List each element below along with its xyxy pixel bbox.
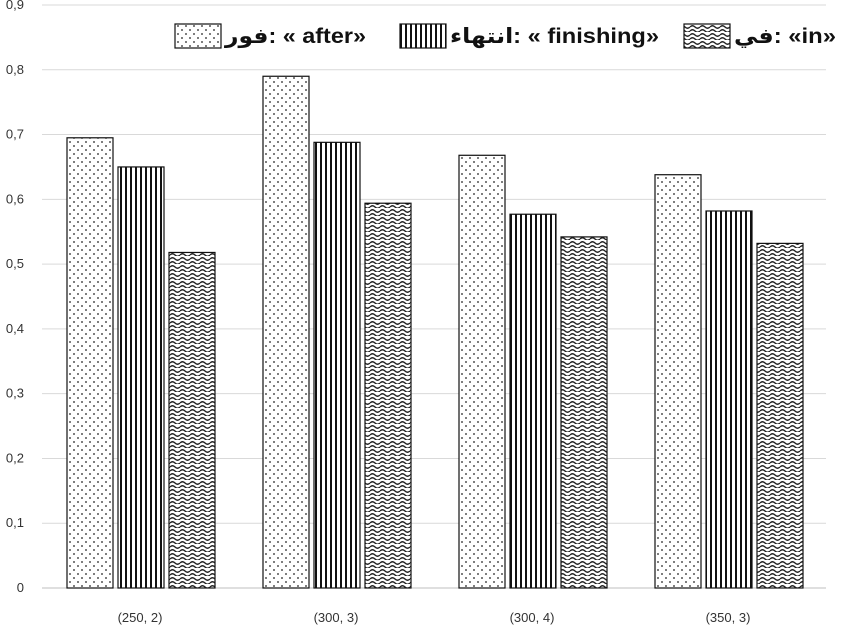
bar-vertical-lines-1 <box>117 166 165 589</box>
y-tick-label: 0,3 <box>6 386 24 401</box>
legend-label: في: «in» <box>734 25 836 48</box>
legend-swatch-dots <box>174 23 222 49</box>
y-tick-label: 0,4 <box>6 321 24 336</box>
y-tick-label: 0,1 <box>6 515 24 530</box>
y-tick-label: 0,5 <box>6 256 24 271</box>
legend-label: فور: « after» <box>224 25 366 48</box>
bar-vertical-lines-3 <box>509 213 557 589</box>
y-tick-label: 0,7 <box>6 127 24 142</box>
legend-swatch-wavy-lines <box>683 23 731 49</box>
bar-vertical-lines-2 <box>313 141 361 589</box>
bar-wavy-lines-1 <box>168 251 216 589</box>
y-tick-label: 0,9 <box>6 0 24 12</box>
bar-dots-3 <box>458 154 506 589</box>
bar-wavy-lines-4 <box>756 242 804 589</box>
x-tick-label: (300, 3) <box>314 610 359 625</box>
legend-swatch-vertical-lines <box>399 23 447 49</box>
bar-wavy-lines-3 <box>560 236 608 589</box>
y-tick-label: 0 <box>17 580 24 595</box>
legend-label: انتهاء: « finishing» <box>450 25 659 48</box>
bar-vertical-lines-4 <box>705 210 753 589</box>
x-tick-label: (300, 4) <box>510 610 555 625</box>
x-tick-label: (350, 3) <box>706 610 751 625</box>
y-tick-label: 0,6 <box>6 191 24 206</box>
bar-dots-1 <box>66 137 114 589</box>
x-tick-label: (250, 2) <box>118 610 163 625</box>
bar-dots-2 <box>262 75 310 589</box>
y-tick-label: 0,2 <box>6 450 24 465</box>
bar-wavy-lines-2 <box>364 202 412 589</box>
bar-dots-4 <box>654 174 702 589</box>
y-tick-label: 0,8 <box>6 62 24 77</box>
